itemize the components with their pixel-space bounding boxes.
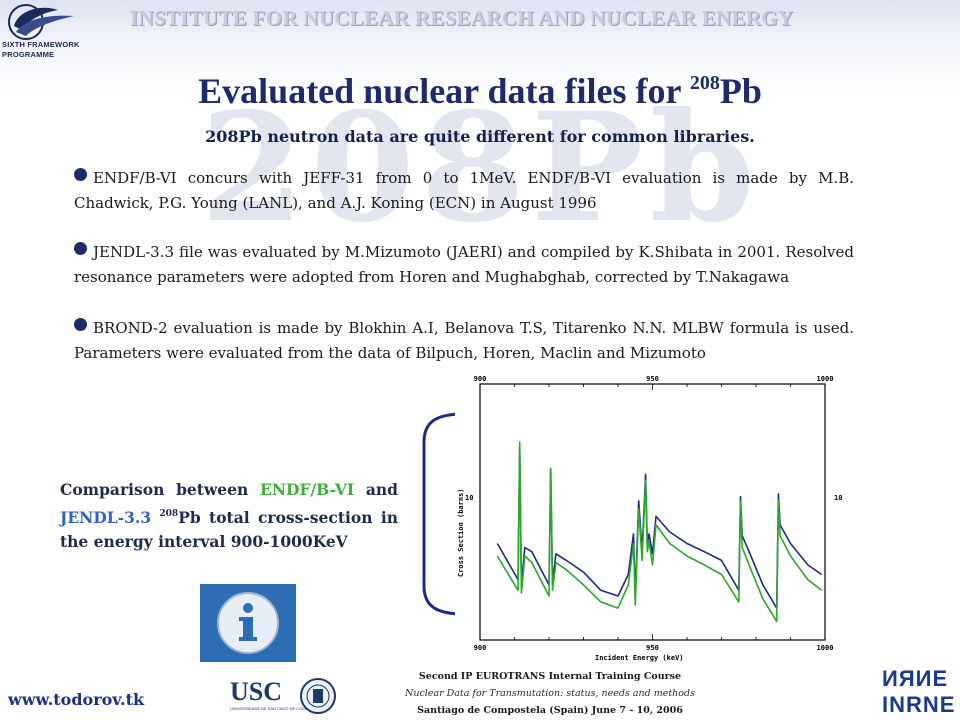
series-line-green bbox=[496, 441, 823, 623]
chart-bracket bbox=[422, 412, 465, 616]
bullet-endf: ENDF/B-VI concurs with JEFF-31 from 0 to… bbox=[74, 166, 854, 216]
caption-mass: 208 bbox=[159, 509, 179, 519]
footer-line-1: Second IP EUROTRANS Internal Training Co… bbox=[418, 671, 682, 682]
caption-endf: ENDF/B-VI bbox=[260, 480, 355, 499]
title-mass-number: 208 bbox=[689, 72, 720, 94]
bullet-text: BROND-2 evaluation is made by Blokhin A.… bbox=[74, 319, 854, 362]
y-tick-right: 10 bbox=[834, 494, 842, 502]
caption-and: and bbox=[354, 480, 398, 499]
inrne-logo: ИЯИЕ INRNE bbox=[882, 666, 955, 717]
x-axis-label: Incident Energy (keV) bbox=[595, 654, 684, 662]
bottom-tick-labels: 900 950 1000 bbox=[474, 644, 834, 652]
inrne-logo-text: INRNE bbox=[882, 692, 955, 717]
caption-after: Pb total cross-section in the energy int… bbox=[60, 508, 398, 551]
series-layer bbox=[496, 441, 823, 623]
bullet-dot bbox=[74, 242, 87, 255]
top-tick-labels: 900 950 1000 bbox=[474, 375, 834, 383]
inrne-logo-top: ИЯИЕ bbox=[882, 666, 948, 691]
x-tick-label-top: 900 bbox=[474, 375, 487, 383]
y-tick-left: 10 bbox=[465, 494, 473, 502]
bullet-brond: BROND-2 evaluation is made by Blokhin A.… bbox=[74, 316, 854, 366]
bullet-dot bbox=[74, 318, 87, 331]
bullet-dot bbox=[74, 168, 87, 181]
y-axis-label: Cross Section (barns) bbox=[457, 488, 465, 577]
bullet-text: JENDL-3.3 file was evaluated by M.Mizumo… bbox=[74, 243, 854, 286]
tick-marks bbox=[479, 384, 826, 640]
x-tick-label-bottom: 900 bbox=[474, 644, 487, 652]
x-tick-label-bottom: 950 bbox=[646, 644, 659, 652]
title-prefix: Evaluated nuclear data files for bbox=[198, 71, 690, 111]
bullet-jendl: JENDL-3.3 file was evaluated by M.Mizumo… bbox=[74, 240, 854, 290]
header-bar bbox=[0, 0, 960, 70]
x-tick-label-top: 950 bbox=[646, 375, 659, 383]
chart-caption: Comparison between ENDF/B-VI and JENDL-3… bbox=[60, 478, 398, 554]
usc-logo: USC UNIVERSIDADE DE SANTIAGO DE COMPOSTE… bbox=[228, 676, 336, 714]
usc-logo-subtext: UNIVERSIDADE DE SANTIAGO DE COMPOSTELA bbox=[230, 706, 324, 711]
sixth-framework-logo bbox=[8, 4, 74, 40]
institute-title: INSTITUTE FOR NUCLEAR RESEARCH AND NUCLE… bbox=[130, 6, 794, 30]
subtitle: 208Pb neutron data are quite different f… bbox=[205, 127, 755, 146]
framework-programme-label: SIXTH FRAMEWORK PROGRAMME bbox=[2, 40, 92, 60]
usc-logo-text: USC bbox=[230, 677, 282, 706]
framework-label-line2: PROGRAMME bbox=[2, 50, 55, 59]
footer-line-2: Nuclear Data for Transmutation: status, … bbox=[405, 688, 695, 699]
page-title: Evaluated nuclear data files for 208Pb bbox=[0, 70, 960, 112]
cross-section-chart: 900 950 1000 900 950 1000 10 10 Cross Sectio… bbox=[455, 372, 853, 664]
website-link[interactable]: www.todorov.tk bbox=[8, 690, 145, 709]
info-icon[interactable] bbox=[200, 584, 296, 662]
framework-label-line1: SIXTH FRAMEWORK bbox=[2, 40, 80, 49]
caption-jendl: JENDL-3.3 bbox=[60, 508, 152, 527]
caption-before: Comparison between bbox=[60, 480, 261, 499]
x-tick-label-top: 1000 bbox=[817, 375, 834, 383]
footer-course-info: Second IP EUROTRANS Internal Training Co… bbox=[320, 668, 780, 719]
title-element: Pb bbox=[719, 71, 762, 111]
x-tick-label-bottom: 1000 bbox=[817, 644, 834, 652]
bullet-text: ENDF/B-VI concurs with JEFF-31 from 0 to… bbox=[74, 169, 854, 212]
footer-line-3: Santiago de Compostela (Spain) June 7 - … bbox=[417, 705, 683, 716]
watermark: 208Pb bbox=[200, 80, 761, 256]
